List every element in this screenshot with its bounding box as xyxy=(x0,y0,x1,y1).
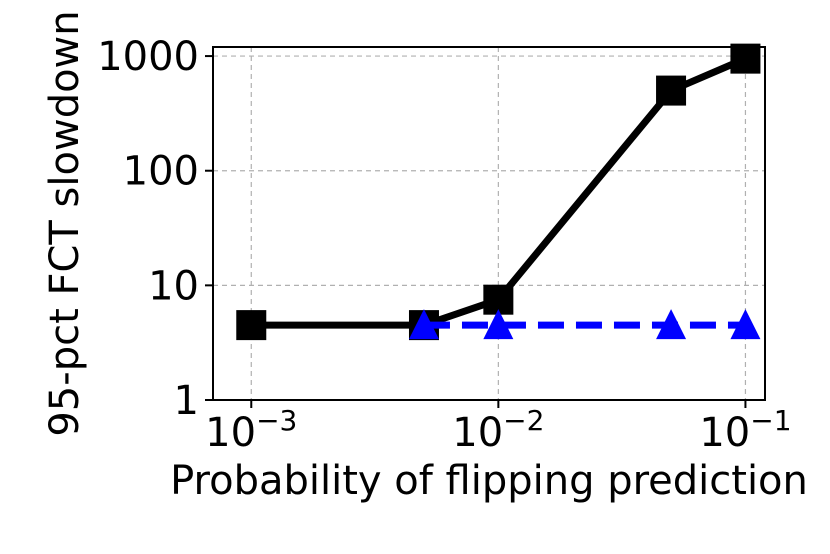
square-marker xyxy=(236,310,267,341)
y-axis-label: 95-pct FCT slowdown xyxy=(42,10,88,436)
triangle-marker xyxy=(408,309,439,340)
series-layer xyxy=(236,43,761,341)
y-tick-label: 1 xyxy=(174,378,199,424)
y-tick-label: 1000 xyxy=(97,34,199,80)
plot-frame xyxy=(212,46,766,401)
x-tick-label: 10−2 xyxy=(452,404,544,456)
triangle-marker xyxy=(730,309,761,340)
x-tick-label: 10−3 xyxy=(205,404,297,456)
square-marker xyxy=(730,43,761,74)
square-marker xyxy=(656,75,687,106)
triangle-marker xyxy=(656,309,687,340)
grid-lines xyxy=(213,47,765,400)
y-tick-label: 10 xyxy=(148,263,199,309)
y-tick-label: 100 xyxy=(123,149,199,195)
tick-layer: 10−3 10−2 10−1 1 10 100 1000 xyxy=(97,34,791,456)
x-tick-label: 10−1 xyxy=(699,404,791,456)
triangle-marker xyxy=(483,309,514,340)
x-axis-label: Probability of flipping prediction xyxy=(170,458,808,504)
